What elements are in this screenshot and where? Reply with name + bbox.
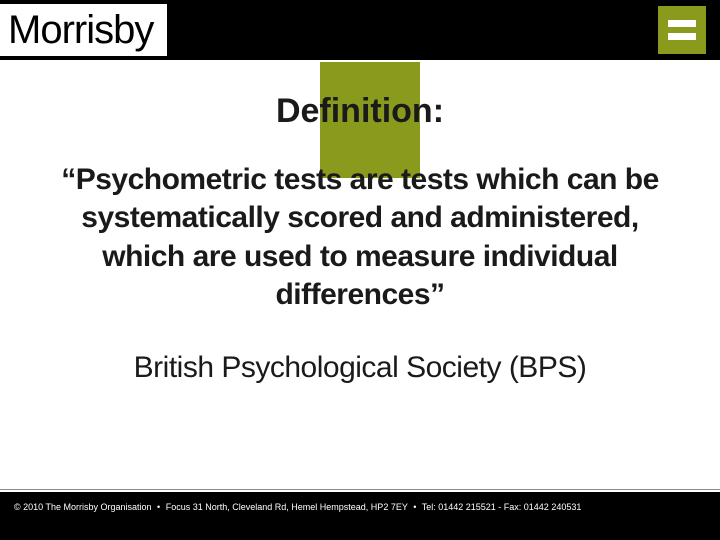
equals-logo-icon bbox=[658, 6, 706, 54]
footer-address: Focus 31 North, Cleveland Rd, Hemel Hemp… bbox=[166, 502, 408, 512]
brand-name: Morrisby bbox=[0, 4, 167, 56]
slide-content: Definition: “Psychometric tests are test… bbox=[0, 60, 720, 385]
footer-text: © 2010 The Morrisby Organisation • Focus… bbox=[0, 492, 720, 512]
footer-tel: Tel: 01442 215521 bbox=[422, 502, 496, 512]
header-bar: Morrisby bbox=[0, 0, 720, 60]
footer-sep-1: • bbox=[157, 502, 160, 512]
footer-copyright: © 2010 The Morrisby Organisation bbox=[14, 502, 152, 512]
footer-fax: Fax: 01442 240531 bbox=[504, 502, 582, 512]
definition-title: Definition: bbox=[40, 92, 680, 131]
logo-bar-bottom bbox=[668, 33, 696, 40]
definition-quote: “Psychometric tests are tests which can … bbox=[40, 161, 680, 315]
logo-bar-top bbox=[668, 20, 696, 27]
attribution: British Psychological Society (BPS) bbox=[40, 351, 680, 385]
footer-bar: © 2010 The Morrisby Organisation • Focus… bbox=[0, 492, 720, 540]
footer-sep-2: • bbox=[413, 502, 416, 512]
